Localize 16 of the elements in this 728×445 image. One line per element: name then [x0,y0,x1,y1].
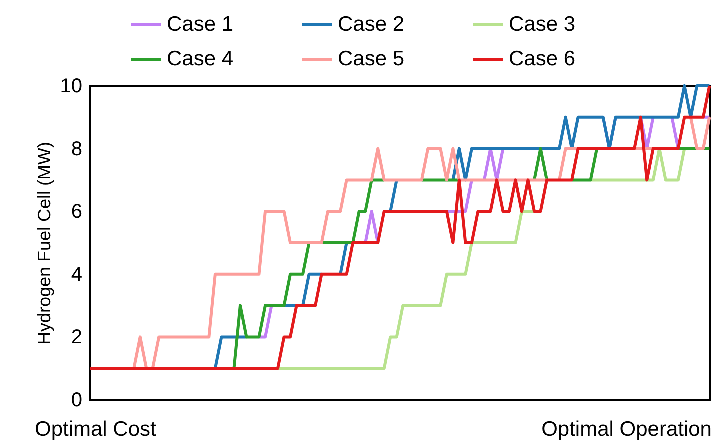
legend-label: Case 5 [338,48,405,70]
y-tick-label: 0 [71,390,82,412]
legend-label: Case 2 [338,12,405,36]
y-tick-label: 4 [71,264,82,286]
legend-label: Case 6 [509,48,576,70]
line-series [88,84,712,370]
y-axis-title: Hydrogen Fuel Cell (MW) [34,142,54,346]
legend-label: Case 1 [167,12,234,36]
text: Optimal Operation [542,418,712,442]
y-tick-label: 10 [60,76,82,98]
y-tick-label: 8 [71,138,82,160]
y-tick-label: 2 [71,326,82,349]
legend-label: Case 3 [509,12,576,36]
legend-label: Case 4 [167,48,234,70]
y-tick-label: 6 [71,201,82,224]
text: Optimal Cost [35,418,156,442]
